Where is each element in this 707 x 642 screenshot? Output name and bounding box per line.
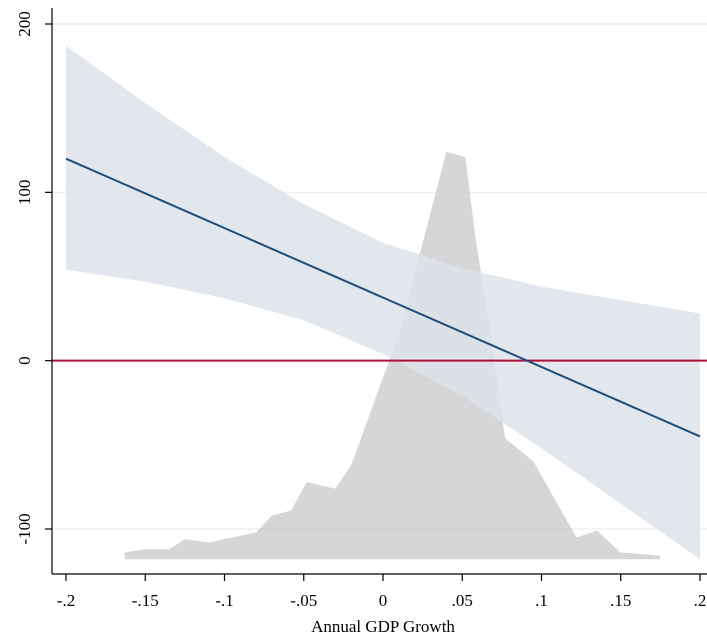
y-tick-label: 200 — [15, 11, 34, 37]
y-tick-label: 100 — [15, 180, 34, 206]
x-tick-label: -.15 — [132, 591, 159, 610]
fit-line — [65, 157, 701, 438]
x-tick-label: -.1 — [215, 591, 233, 610]
x-tick-label: .2 — [694, 591, 707, 610]
x-tick-label: -.2 — [57, 591, 75, 610]
x-tick-label: .15 — [610, 591, 631, 610]
x-axis: -.2 -.15 -.1 -.05 0 .05 .1 .15 .2 — [52, 573, 707, 610]
y-tick-label: 0 — [15, 356, 34, 365]
y-axis: -100 0 100 200 — [15, 8, 53, 574]
x-axis-title: Annual GDP Growth — [311, 617, 455, 636]
x-tick-label: .05 — [452, 591, 473, 610]
x-tick-label: -.05 — [290, 591, 317, 610]
confidence-band — [66, 45, 700, 560]
y-tick-label: -100 — [15, 513, 34, 544]
x-tick-label: .1 — [535, 591, 548, 610]
x-tick-label: 0 — [379, 591, 388, 610]
